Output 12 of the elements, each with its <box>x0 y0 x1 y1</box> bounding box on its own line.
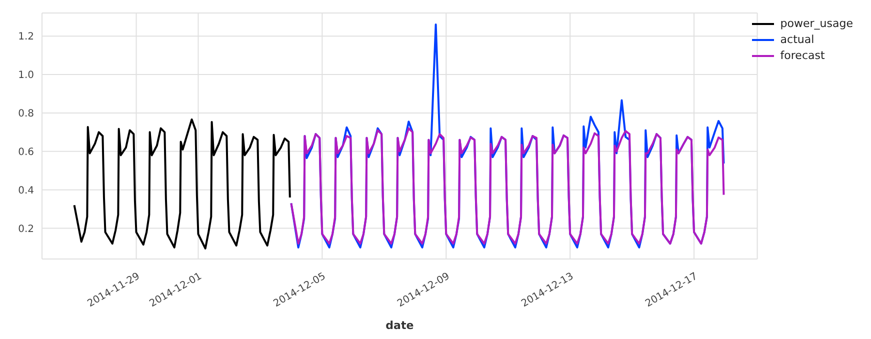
y-tick-label: 0.4 <box>18 185 34 196</box>
y-tick-label: 0.2 <box>18 224 34 235</box>
y-tick-label: 0.8 <box>18 108 34 120</box>
legend-label: power_usage <box>780 16 853 32</box>
y-tick-label: 1.0 <box>18 70 34 82</box>
line-series <box>290 127 725 245</box>
x-axis-title: date <box>386 319 414 332</box>
legend-label: forecast <box>780 48 825 64</box>
legend-label: actual <box>780 32 814 48</box>
line-series <box>73 118 291 250</box>
y-tick-label: 0.6 <box>18 146 34 158</box>
y-tick-label: 1.2 <box>18 32 34 43</box>
